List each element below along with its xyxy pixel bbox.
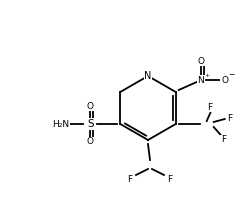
Text: H₂N: H₂N <box>52 120 69 129</box>
Text: O: O <box>87 137 94 147</box>
Text: F: F <box>221 135 226 145</box>
Text: +: + <box>204 72 209 77</box>
Text: O: O <box>197 56 204 66</box>
Text: −: − <box>228 70 235 80</box>
Text: F: F <box>207 103 212 111</box>
Text: F: F <box>167 175 173 185</box>
Text: F: F <box>128 175 133 185</box>
Text: N: N <box>144 71 152 81</box>
Text: F: F <box>227 113 232 123</box>
Text: O: O <box>87 102 94 110</box>
Text: N: N <box>197 75 204 85</box>
Text: S: S <box>87 119 94 129</box>
Text: O: O <box>221 75 228 85</box>
